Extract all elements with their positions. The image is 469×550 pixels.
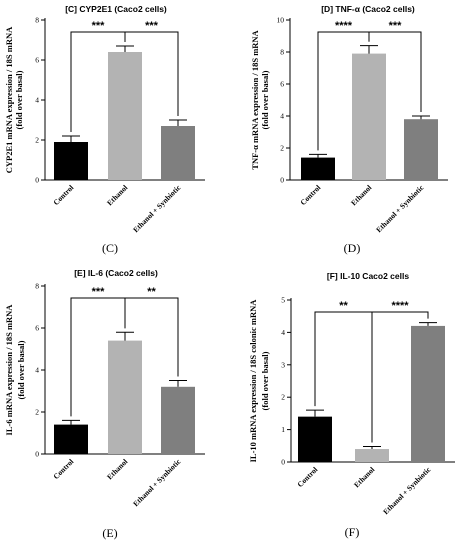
y-tick-label: 0 [35,450,39,459]
panel-caption: (E) [102,526,117,540]
bar-ethanol-synbiotic [411,325,445,462]
significance-label: ** [339,300,348,312]
x-tick-label: Ethanol + Synbiotic [374,183,426,235]
x-tick-label: Ethanol [349,183,373,207]
significance-label: *** [389,20,403,32]
bar-ethanol-synbiotic [404,119,438,180]
panel-caption: (F) [345,525,360,539]
y-tick-label: 0 [280,176,284,185]
significance-label: *** [92,286,106,298]
significance-label: *** [145,20,159,32]
y-axis-label-unit: (fold over basal) [260,70,270,129]
x-tick-label: Ethanol + Synbiotic [131,457,183,509]
significance-bracket [124,297,179,377]
y-tick-label: 2 [281,393,285,402]
y-axis-label: IL-10 mRNA expression / 18S colonic mRNA [248,299,258,463]
y-tick-label: 4 [281,328,285,337]
y-tick-label: 2 [35,136,39,145]
y-axis-label: CYP2E1 mRNA expression / 18S mRNA [4,26,14,173]
bar-ethanol-synbiotic [161,126,195,180]
bar-ethanol [352,53,386,180]
bar-control [54,424,88,454]
x-tick-label: Ethanol + Synbiotic [131,183,183,235]
x-tick-label: Control [51,183,75,207]
y-tick-label: 8 [280,48,284,57]
significance-label: *** [92,20,106,32]
significance-label: **** [335,20,353,32]
significance-label: **** [391,300,409,312]
panel-caption: (D) [344,241,361,255]
y-axis-label-unit: (fold over basal) [260,351,270,410]
bar-ethanol-synbiotic [161,386,195,454]
significance-label: ** [147,286,156,298]
x-tick-label: Ethanol [105,457,129,481]
x-tick-label: Ethanol [352,465,376,489]
bar-ethanol [108,52,142,180]
y-axis-label-unit: (fold over basal) [14,70,24,129]
y-tick-label: 0 [35,176,39,185]
x-tick-label: Ethanol + Synbiotic [381,465,433,517]
significance-bracket [368,31,422,112]
significance-bracket [371,311,429,443]
chart-panel-2: [E] IL-6 (Caco2 cells) IL-6 mRNA expressi… [4,268,205,540]
x-tick-label: Ethanol [105,183,129,207]
significance-bracket [124,31,179,116]
y-tick-label: 6 [35,56,39,65]
y-tick-label: 6 [280,80,284,89]
bar-ethanol [108,340,142,454]
y-tick-label: 0 [281,458,285,467]
panel-caption: (C) [102,241,118,255]
y-tick-label: 1 [281,425,285,434]
y-axis-label-unit: (fold over basal) [16,340,26,399]
y-tick-label: 5 [281,296,285,305]
chart-title: [F] IL-10 Caco2 cells [327,271,409,281]
chart-panel-0: [C] CYP2E1 (Caco2 cells) CYP2E1 mRNA expr… [4,4,205,255]
chart-title: [E] IL-6 (Caco2 cells) [74,268,158,278]
y-tick-label: 4 [35,366,39,375]
x-tick-label: Control [51,457,75,481]
chart-title: [C] CYP2E1 (Caco2 cells) [65,4,167,14]
x-tick-label: Control [295,465,319,489]
y-tick-label: 4 [280,112,284,121]
bar-ethanol [355,449,389,462]
y-tick-label: 3 [281,360,285,369]
y-tick-label: 4 [35,96,39,105]
y-tick-label: 8 [35,16,39,25]
y-axis-label: IL-6 mRNA expression / 18S mRNA [4,304,14,436]
bar-control [298,416,332,462]
bar-control [301,157,335,180]
chart-panel-3: [F] IL-10 Caco2 cells IL-10 mRNA expressi… [248,271,455,539]
chart-title: [D] TNF-α (Caco2 cells) [321,4,415,14]
y-tick-label: 6 [35,324,39,333]
y-tick-label: 8 [35,282,39,291]
bar-control [54,142,88,180]
y-tick-label: 10 [277,16,285,25]
y-tick-label: 2 [280,144,284,153]
y-tick-label: 2 [35,408,39,417]
y-axis-label: TNF-α mRNA expression / 18S mRNA [250,29,260,169]
chart-panel-1: [D] TNF-α (Caco2 cells) TNF-α mRNA expres… [250,4,448,255]
x-tick-label: Control [298,183,322,207]
